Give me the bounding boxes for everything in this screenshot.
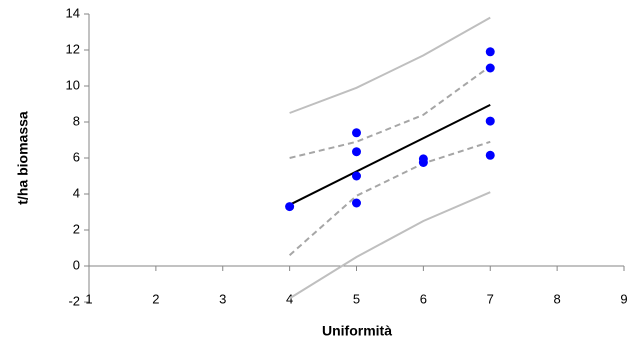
x-tick-label: 3 (219, 291, 226, 306)
band-line (289, 65, 491, 159)
x-tick-label: 7 (487, 291, 494, 306)
x-tick-label: 9 (620, 291, 627, 306)
y-tick-label: 4 (73, 185, 80, 200)
y-tick-label: 2 (73, 221, 80, 236)
point (485, 47, 495, 57)
point (352, 171, 361, 181)
x-tick-label: 8 (554, 291, 561, 306)
y-tick-label: 14 (66, 5, 80, 20)
point (352, 128, 361, 138)
x-tick-label: 2 (152, 291, 159, 306)
point (285, 202, 295, 212)
x-tick-label: 5 (353, 291, 360, 306)
y-tick-label: 8 (73, 113, 80, 128)
point (485, 116, 495, 126)
y-tick-label: -2 (68, 293, 80, 308)
point (352, 147, 361, 157)
point (485, 150, 495, 160)
fit-line (289, 104, 491, 206)
x-tick-label: 4 (286, 291, 293, 306)
x-axis-label: Uniformità (322, 323, 392, 339)
fit-line (289, 191, 491, 300)
point (418, 158, 428, 167)
point (352, 198, 361, 208)
x-tick-label: 6 (420, 291, 427, 306)
y-tick-label: 6 (73, 149, 80, 164)
x-tick-label: 1 (85, 291, 92, 306)
fit-line (289, 16, 491, 114)
y-tick-label: 0 (73, 257, 80, 272)
y-axis-label: t/ha biomassa (15, 111, 31, 205)
point (485, 63, 495, 73)
band-line (288, 140, 491, 256)
y-tick-label: 10 (66, 77, 80, 92)
y-tick-label: 12 (66, 41, 80, 56)
